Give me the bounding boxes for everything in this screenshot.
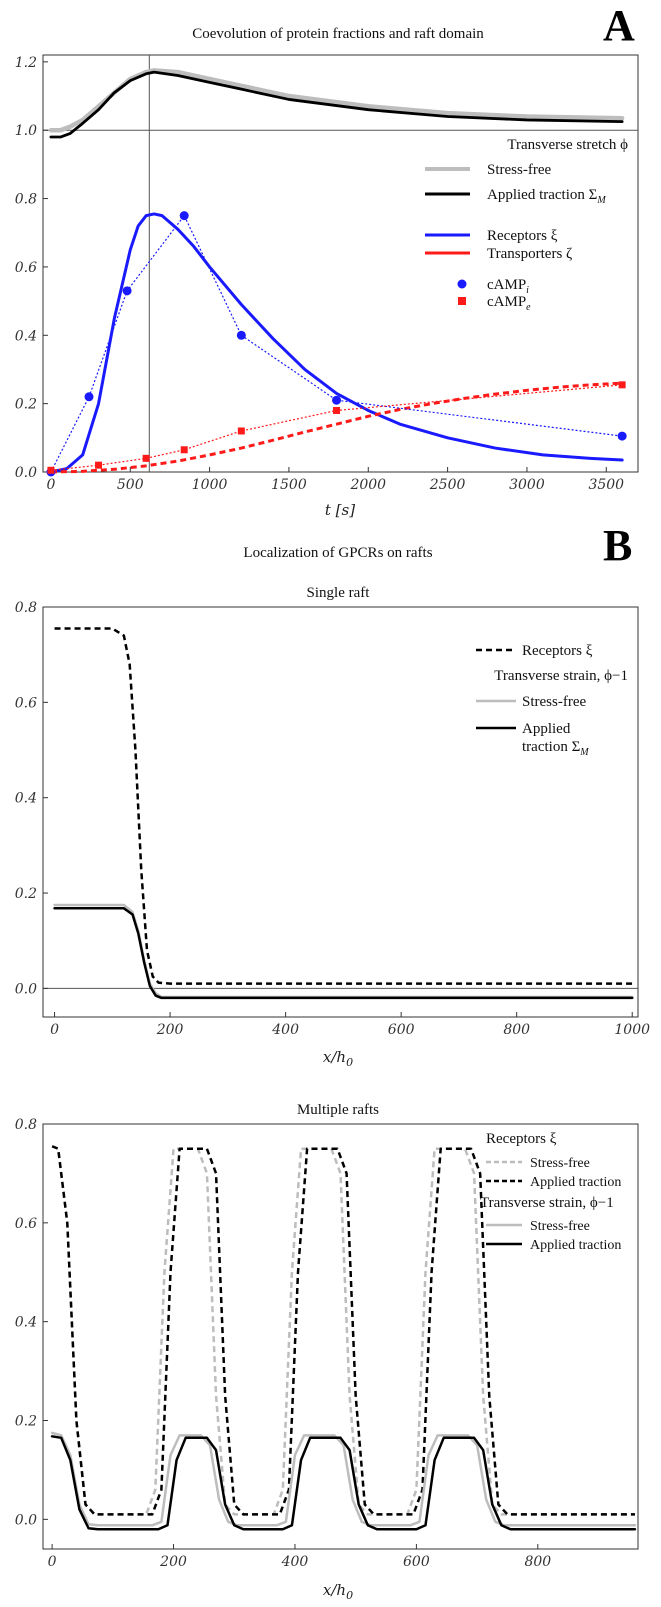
b2-xtick-label: 800 (524, 1554, 551, 1570)
a-xtick-label: 1500 (271, 477, 307, 493)
a-xtick-label: 2000 (349, 477, 386, 493)
b1-ytick-label: 0.8 (15, 600, 37, 616)
b2-ytick-label: 0.2 (15, 1414, 37, 1430)
legend-a-header: Transverse stretch ϕ (507, 137, 628, 153)
multiple-rafts-plot: 0 200 400 600 800 0.0 0.2 0.4 0.6 0.8 (15, 1117, 639, 1570)
b1-ytick-label: 0.4 (15, 791, 37, 807)
multiple-rafts-frame (42, 1123, 639, 1550)
legend-a-campi-marker (457, 279, 467, 289)
a-series-camp-e-point (237, 427, 245, 435)
a-series-camp-i-point (84, 392, 94, 402)
single-raft-frame (42, 606, 639, 1018)
b2-xtick-label: 600 (403, 1554, 430, 1570)
a-series-camp-e-point (180, 446, 188, 454)
a-series-camp-i-point (332, 395, 342, 405)
a-series-transporters-line (50, 381, 623, 474)
a-series-camp-i-point (122, 286, 132, 296)
b1-xtick-label: 600 (388, 1022, 415, 1038)
a-xtick-label: 3000 (509, 477, 545, 493)
legend-b2-strain-header: Transverse strain, ϕ−1 (480, 1195, 614, 1211)
multiple-rafts-legend: Receptors ξ Stress-free Applied traction… (480, 1131, 621, 1253)
legend-a-applied: Applied traction ΣM (487, 187, 606, 206)
legend-b1-stressfree: Stress-free (522, 694, 586, 710)
multiple-rafts-title: Multiple rafts (297, 1102, 379, 1118)
single-raft-legend: Receptors ξ Transverse strain, ϕ−1 Stres… (476, 643, 628, 758)
a-xtick-label: 500 (117, 477, 144, 493)
a-ytick-label: 0.6 (15, 260, 37, 276)
a-ytick-label: 0.8 (15, 192, 37, 208)
b2-ytick-label: 0.8 (15, 1117, 37, 1133)
legend-b2-receptors-header: Receptors ξ (486, 1131, 557, 1147)
b1-xtick-label: 200 (156, 1022, 184, 1038)
legend-b1-applied-l1: Applied (522, 721, 571, 737)
b1-xtick-label: 1000 (614, 1022, 650, 1038)
panel-a-xlabel: t [s] (325, 501, 355, 519)
panel-a-frame (42, 54, 639, 473)
b1-ytick-label: 0.0 (15, 981, 37, 997)
legend-a-stressfree: Stress-free (487, 162, 551, 178)
panel-a-plot: 0 500 1000 1500 2000 2500 3000 3500 0.0 0.2 0.4 0.6… (15, 54, 639, 493)
panel-a-title: Coevolution of protein fractions and raf… (192, 26, 484, 42)
a-ytick-label: 1.2 (15, 55, 37, 71)
a-xtick-label: 3500 (588, 477, 624, 493)
panel-a-legend: Transverse stretch ϕ Stress-free Applied… (425, 137, 628, 313)
legend-a-transporters: Transporters ζ (487, 246, 572, 262)
b1-series-receptors-line (54, 627, 633, 985)
b1-xtick-label: 0 (50, 1022, 59, 1038)
panel-a-letter: A (603, 1, 635, 50)
a-series-camp-e-point (47, 466, 55, 474)
legend-b2-s-stressfree: Stress-free (530, 1219, 590, 1234)
legend-b1-header: Transverse strain, ϕ−1 (494, 668, 628, 684)
legend-a-receptors: Receptors ξ (487, 228, 558, 244)
a-xtick-label: 1000 (192, 477, 228, 493)
a-series-camp-e-point (333, 406, 341, 414)
a-series-camp-e-point (95, 461, 103, 469)
multiple-rafts-xlabel: x/h0 (323, 1581, 353, 1602)
a-series-applied-traction-m-line (49, 70, 624, 139)
legend-b2-s-applied: Applied traction (530, 1238, 621, 1253)
legend-a-campe-marker (458, 297, 466, 305)
b1-series-applied-traction-m-line (53, 907, 634, 1000)
b2-xtick-label: 200 (159, 1554, 187, 1570)
b2-series-transverse-strain-applied-traction-line (50, 1435, 637, 1531)
a-xtick-label: 0 (46, 477, 55, 493)
b2-series-transverse-strain-stress-free-line (50, 1431, 637, 1527)
a-series-stress-free-line (48, 68, 625, 133)
panel-b-letter: B (603, 521, 632, 570)
legend-a-campi: cAMPi (487, 277, 529, 296)
a-ytick-label: 0.0 (15, 465, 37, 481)
a-xtick-label: 2500 (429, 477, 466, 493)
single-raft-title: Single raft (307, 585, 371, 601)
a-series-camp-e-point (618, 381, 626, 389)
a-ytick-label: 0.2 (15, 397, 37, 413)
b2-xtick-label: 0 (48, 1554, 57, 1570)
legend-a-campe: cAMPe (487, 294, 531, 313)
b1-ytick-label: 0.2 (15, 886, 37, 902)
single-raft-plot: 0 200 400 600 800 1000 0.0 0.2 0.4 0.6 0.8 (15, 600, 650, 1038)
b2-xtick-label: 400 (281, 1554, 309, 1570)
a-ytick-label: 1.0 (15, 123, 37, 139)
b2-ytick-label: 0.6 (15, 1216, 37, 1232)
b1-xtick-label: 400 (271, 1022, 299, 1038)
single-raft-xlabel: x/h0 (323, 1048, 353, 1069)
panel-b-title: Localization of GPCRs on rafts (243, 545, 432, 561)
legend-b1-applied-l2: traction ΣM (522, 739, 589, 758)
a-ytick-label: 0.4 (15, 328, 37, 344)
a-series-camp-i-point (617, 431, 627, 441)
legend-b2-r-stressfree: Stress-free (530, 1156, 590, 1171)
b2-ytick-label: 0.4 (15, 1315, 37, 1331)
a-series-camp-i-point (179, 211, 189, 221)
a-series-camp-i-point (236, 330, 246, 340)
b2-ytick-label: 0.0 (15, 1512, 37, 1528)
b1-ytick-label: 0.6 (15, 695, 37, 711)
legend-b2-r-applied: Applied traction (530, 1175, 621, 1190)
a-series-camp-e-point (142, 454, 150, 462)
b2-series-receptors-applied-traction-line (51, 1145, 635, 1516)
legend-b1-receptors: Receptors ξ (522, 643, 593, 659)
b1-xtick-label: 800 (503, 1022, 530, 1038)
